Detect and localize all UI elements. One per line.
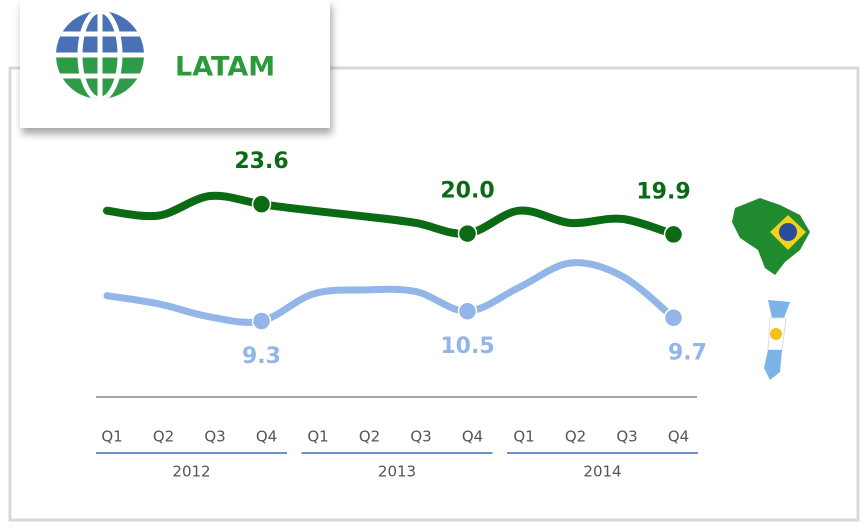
x-tick-label: Q3	[616, 428, 637, 446]
x-tick-label: Q1	[307, 428, 328, 446]
series-line	[103, 191, 678, 239]
point-marker	[663, 307, 684, 328]
x-tick-label: Q4	[256, 428, 277, 446]
value-label: 9.3	[242, 344, 281, 369]
point-marker	[251, 194, 272, 214]
point-marker	[663, 224, 684, 245]
chart-title: LATAM	[175, 52, 275, 83]
argentina-flag	[764, 300, 790, 380]
value-label: 20.0	[440, 179, 494, 204]
panel	[8, 66, 860, 522]
value-label: 10.5	[440, 334, 494, 359]
year-label: 2014	[583, 463, 621, 481]
globe-icon	[56, 11, 144, 99]
x-tick-label: Q2	[153, 428, 174, 446]
point-marker	[457, 301, 478, 321]
point-marker	[457, 223, 478, 244]
x-tick-label: Q2	[565, 428, 586, 446]
point-marker	[251, 311, 272, 331]
year-label: 2013	[378, 463, 416, 481]
series-line	[103, 259, 677, 326]
value-label: 23.6	[234, 149, 288, 174]
x-tick-label: Q1	[101, 428, 122, 446]
x-tick-label: Q4	[462, 428, 483, 446]
value-label: 9.7	[668, 341, 707, 366]
x-tick-label: Q2	[359, 428, 380, 446]
year-label: 2012	[172, 463, 210, 481]
x-tick-label: Q3	[410, 428, 431, 446]
x-tick-label: Q1	[513, 428, 534, 446]
x-tick-label: Q3	[204, 428, 225, 446]
brazil-flag	[732, 198, 810, 275]
value-label: 19.9	[636, 179, 690, 204]
x-tick-label: Q4	[668, 428, 689, 446]
